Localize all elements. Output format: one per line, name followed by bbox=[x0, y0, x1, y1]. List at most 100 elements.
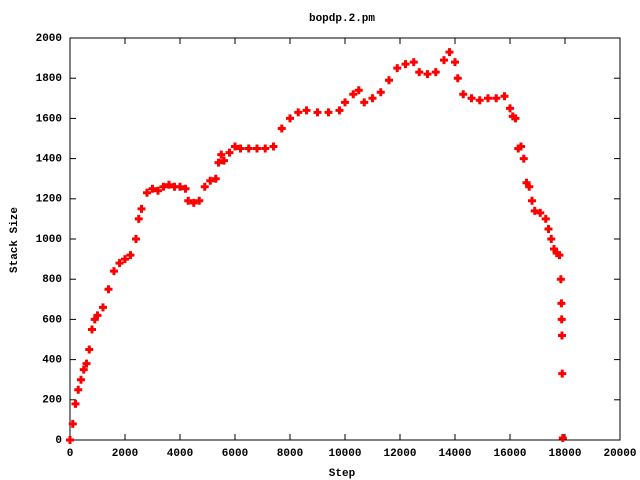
x-tick-label: 4000 bbox=[167, 448, 193, 460]
point bbox=[132, 235, 140, 243]
point bbox=[126, 251, 135, 260]
x-tick-label: 2000 bbox=[112, 448, 138, 460]
point bbox=[557, 331, 566, 340]
y-tick-label: 800 bbox=[42, 274, 62, 286]
point bbox=[79, 365, 88, 374]
point bbox=[475, 96, 484, 105]
y-tick-label: 0 bbox=[55, 435, 62, 447]
point bbox=[184, 196, 193, 205]
point bbox=[440, 56, 448, 65]
point bbox=[154, 186, 162, 195]
y-tick-label: 1000 bbox=[36, 234, 62, 246]
point bbox=[159, 182, 168, 191]
point bbox=[541, 214, 550, 223]
x-tick-label: 10000 bbox=[328, 448, 361, 460]
point bbox=[467, 94, 476, 103]
point bbox=[200, 182, 209, 191]
point bbox=[236, 144, 245, 153]
point bbox=[354, 86, 363, 95]
x-tick-label: 20000 bbox=[603, 448, 636, 460]
y-tick-label: 1200 bbox=[36, 194, 62, 206]
point bbox=[506, 104, 514, 113]
point bbox=[558, 369, 567, 378]
point bbox=[71, 399, 80, 408]
point bbox=[181, 184, 190, 193]
point bbox=[544, 224, 553, 233]
y-tick-label: 2000 bbox=[36, 33, 62, 45]
point bbox=[376, 88, 385, 97]
point bbox=[459, 90, 468, 99]
point bbox=[525, 182, 534, 191]
point bbox=[324, 108, 333, 117]
point bbox=[137, 204, 146, 213]
point bbox=[431, 68, 440, 77]
point bbox=[148, 184, 157, 193]
point bbox=[211, 174, 220, 183]
point bbox=[220, 156, 228, 165]
x-tick-label: 8000 bbox=[277, 448, 303, 460]
point bbox=[82, 359, 91, 368]
point bbox=[360, 98, 369, 107]
y-tick-label: 400 bbox=[42, 355, 62, 367]
point bbox=[335, 106, 344, 115]
point bbox=[556, 275, 565, 284]
point bbox=[261, 144, 270, 153]
point bbox=[206, 176, 215, 185]
point bbox=[453, 74, 462, 83]
point bbox=[217, 150, 226, 159]
x-tick-label: 6000 bbox=[222, 448, 248, 460]
x-tick-label: 14000 bbox=[438, 448, 471, 460]
point bbox=[401, 60, 410, 69]
point bbox=[558, 433, 567, 442]
point bbox=[121, 255, 129, 264]
point bbox=[294, 108, 303, 117]
point bbox=[68, 419, 77, 428]
point bbox=[231, 142, 239, 151]
point bbox=[511, 114, 520, 123]
y-tick-label: 600 bbox=[42, 314, 62, 326]
point bbox=[557, 299, 566, 308]
x-tick-label: 0 bbox=[67, 448, 74, 460]
y-axis-label: Stack Size bbox=[9, 207, 21, 273]
point bbox=[528, 196, 536, 205]
point bbox=[189, 198, 198, 207]
point bbox=[349, 90, 358, 99]
point bbox=[530, 206, 539, 215]
point bbox=[134, 214, 143, 223]
point bbox=[547, 235, 556, 243]
point bbox=[277, 124, 286, 133]
point bbox=[484, 94, 492, 103]
point bbox=[104, 285, 113, 294]
y-tick-label: 1600 bbox=[36, 113, 62, 125]
point bbox=[555, 251, 564, 260]
point bbox=[165, 180, 173, 189]
point bbox=[66, 436, 74, 444]
point bbox=[195, 196, 204, 205]
point bbox=[214, 158, 223, 167]
point bbox=[244, 144, 253, 153]
y-tick-label: 200 bbox=[42, 395, 62, 407]
point bbox=[99, 303, 107, 312]
point bbox=[302, 106, 311, 115]
x-tick-label: 16000 bbox=[493, 448, 526, 460]
point bbox=[385, 76, 393, 85]
point bbox=[313, 108, 322, 117]
point bbox=[557, 315, 566, 324]
point bbox=[536, 208, 545, 217]
point bbox=[517, 142, 525, 151]
point bbox=[368, 94, 377, 103]
point bbox=[176, 182, 184, 191]
chart-title: bopdp.2.pm bbox=[309, 13, 375, 25]
point bbox=[85, 345, 94, 354]
point bbox=[393, 64, 402, 73]
point bbox=[341, 98, 349, 107]
point bbox=[225, 148, 234, 157]
point bbox=[451, 58, 459, 67]
point bbox=[519, 154, 528, 163]
x-tick-label: 12000 bbox=[383, 448, 416, 460]
x-tick-label: 18000 bbox=[548, 448, 581, 460]
point bbox=[93, 311, 102, 320]
point bbox=[88, 325, 96, 334]
point bbox=[492, 94, 501, 103]
